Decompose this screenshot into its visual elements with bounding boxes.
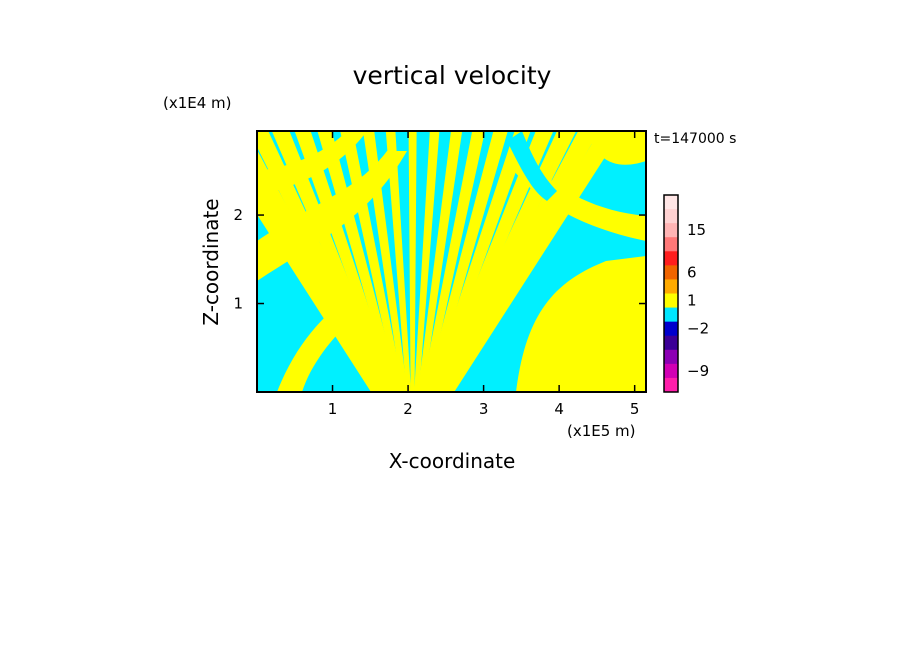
- colorbar-swatch: [664, 307, 678, 323]
- colorbar-ticks: 15 6 1 −2 −9: [687, 221, 709, 380]
- colorbar-swatch: [664, 265, 678, 280]
- colorbar-frame: [663, 194, 679, 393]
- field-stripe: [432, 131, 554, 392]
- colorbar-tick-label: 6: [687, 263, 697, 281]
- field-stripe: [425, 131, 508, 392]
- field-lobe: [257, 151, 407, 281]
- y-tick-label: 1: [233, 295, 243, 313]
- y-unit-label: (x1E4 m): [163, 94, 232, 112]
- time-label: t=147000 s: [654, 131, 736, 147]
- field-stripe: [294, 131, 397, 392]
- x-unit-label: (x1E5 m): [567, 422, 636, 440]
- colorbar: [664, 195, 678, 393]
- colorbar-swatch: [664, 209, 678, 224]
- colorbar-tick-label: −9: [687, 362, 709, 380]
- colorbar-swatch: [664, 279, 678, 294]
- field-stripe: [421, 131, 485, 392]
- colorbar-swatch: [664, 363, 678, 379]
- colorbar-swatch: [664, 377, 678, 393]
- y-axis-label: Z-coordinate: [199, 198, 223, 325]
- velocity-field: [257, 131, 646, 392]
- x-tick-label: 4: [554, 400, 564, 418]
- colorbar-swatch: [664, 321, 678, 337]
- field-stripe: [408, 131, 417, 392]
- x-axis-label: X-coordinate: [389, 449, 516, 473]
- field-stripe: [271, 131, 393, 392]
- x-tick-label: 2: [403, 400, 413, 418]
- x-axis-ticks: 1 2 3 4 5: [328, 131, 640, 418]
- colorbar-swatch: [664, 335, 678, 351]
- colorbar-swatch: [664, 195, 678, 210]
- y-axis-ticks: 12: [233, 206, 646, 313]
- field-lobe: [516, 256, 646, 392]
- colorbar-swatch: [664, 293, 678, 309]
- field-lobe: [507, 131, 557, 201]
- colorbar-swatch: [664, 237, 678, 252]
- chart-title: vertical velocity: [353, 61, 552, 90]
- x-tick-label: 1: [328, 400, 338, 418]
- colorbar-swatch: [664, 251, 678, 266]
- x-tick-label: 3: [479, 400, 489, 418]
- field-lobe: [277, 291, 367, 392]
- field-stripe: [428, 131, 531, 392]
- field-lobe: [586, 131, 646, 165]
- x-tick-label: 5: [630, 400, 640, 418]
- colorbar-swatch: [664, 349, 678, 365]
- colorbar-tick-label: 15: [687, 221, 706, 239]
- colorbar-tick-label: −2: [687, 320, 709, 338]
- colorbar-tick-label: 1: [687, 292, 697, 310]
- colorbar-swatch: [664, 223, 678, 238]
- field-stripe: [417, 131, 463, 392]
- field-stripe: [414, 131, 440, 392]
- field-lobe: [257, 131, 367, 196]
- field-stripe: [443, 131, 622, 392]
- plot-frame: [256, 130, 647, 393]
- field-stripe: [385, 131, 411, 392]
- y-tick-label: 2: [233, 206, 243, 224]
- velocity-bands: [257, 131, 646, 392]
